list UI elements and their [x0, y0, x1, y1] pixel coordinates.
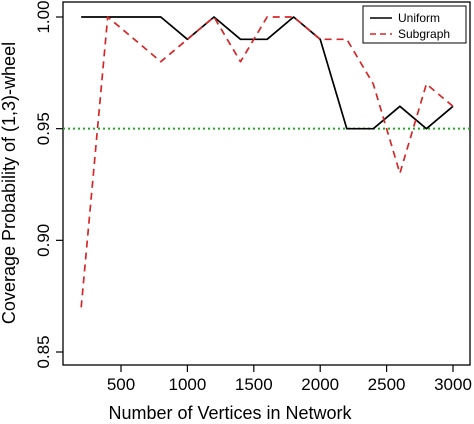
x-tick-label: 500: [107, 375, 135, 394]
x-tick-label: 2000: [301, 375, 339, 394]
y-tick-label: 0.85: [34, 335, 53, 368]
y-tick-label: 0.95: [34, 112, 53, 145]
series-layer: [80, 16, 454, 308]
legend-box: [362, 5, 467, 44]
legend-label-uniform: Uniform: [398, 11, 440, 25]
x-tick-label: 2500: [368, 375, 406, 394]
x-tick-label: 1500: [235, 375, 273, 394]
x-tick-label: 3000: [434, 375, 472, 394]
x-axis: 500 1000 1500 2000 2500 3000: [107, 365, 472, 394]
series-line-subgraph: [80, 16, 454, 308]
legend-label-subgraph: Subgraph: [398, 27, 450, 41]
legend: Uniform Subgraph: [362, 5, 467, 44]
y-tick-label: 0.90: [34, 224, 53, 257]
x-tick-label: 1000: [168, 375, 206, 394]
y-tick-label: 1.00: [34, 0, 53, 33]
plot-frame: [62, 1, 471, 366]
y-axis: 0.85 0.90 0.95 1.00: [34, 0, 63, 369]
series-line-uniform: [81, 16, 454, 130]
x-axis-label: Number of Vertices in Network: [108, 403, 352, 423]
y-axis-label: Coverage Probability of (1,3)-wheel: [0, 42, 19, 324]
